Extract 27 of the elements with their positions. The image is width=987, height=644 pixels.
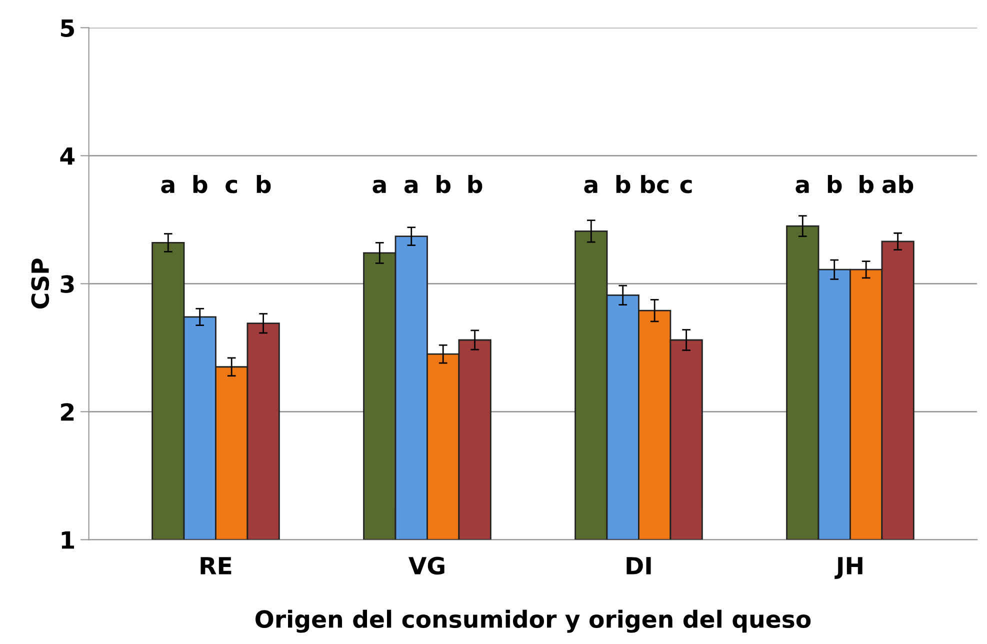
y-tick-label: 1 [62,531,74,549]
annotation: b [193,174,208,194]
annotation: a [404,180,418,194]
x-tick-label: VG [408,556,444,575]
annotation: b [436,174,450,194]
annotation: b [860,174,874,194]
annotation: a [161,180,174,194]
x-tick-label: JH [834,557,862,580]
annotation: bc [641,174,668,194]
annotation: b [828,174,842,194]
y-tick-label: 4 [60,147,75,165]
annotation: b [468,174,482,194]
x-axis-title: Origen del consumidor y origen del queso [256,610,811,633]
annotation: c [680,180,692,194]
y-tick-label: 5 [61,19,74,37]
y-tick-label: 3 [60,275,74,293]
annotation: c [226,180,238,194]
annotation: a [584,180,598,194]
y-tick-label: 2 [61,403,74,421]
annotation: a [796,180,809,194]
y-axis-title: CSP [31,258,50,309]
annotation: a [372,180,386,194]
annotation: b [256,174,271,194]
annotation: b [616,174,630,194]
x-tick-label: DI [626,557,651,574]
x-tick-label: RE [200,557,232,574]
annotation: ab [882,174,914,194]
